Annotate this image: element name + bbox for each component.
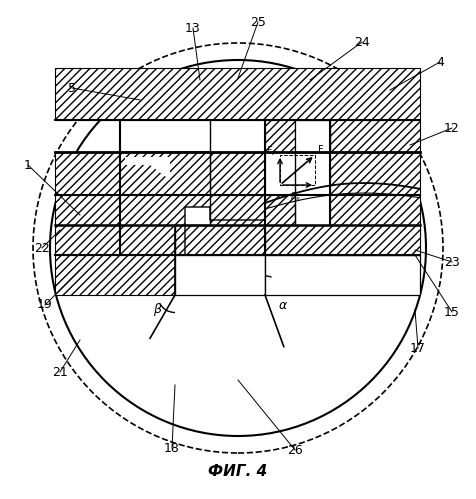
Text: $F_y$: $F_y$: [266, 144, 277, 158]
Text: ФИГ. 4: ФИГ. 4: [208, 465, 268, 480]
Text: 12: 12: [444, 121, 460, 135]
Text: 25: 25: [250, 15, 266, 28]
Text: 5: 5: [68, 81, 76, 94]
Polygon shape: [120, 152, 265, 255]
Polygon shape: [295, 120, 330, 152]
Text: 17: 17: [410, 341, 426, 354]
Text: β: β: [153, 303, 161, 316]
Polygon shape: [125, 157, 170, 180]
Polygon shape: [210, 152, 265, 195]
Polygon shape: [55, 68, 420, 120]
Circle shape: [50, 60, 426, 436]
Polygon shape: [330, 120, 420, 255]
Text: 22: 22: [34, 242, 50, 254]
Text: 23: 23: [444, 255, 460, 268]
Text: 24: 24: [354, 35, 370, 48]
Polygon shape: [210, 195, 295, 225]
Text: α: α: [279, 299, 287, 312]
Text: 15: 15: [444, 305, 460, 318]
Text: 21: 21: [52, 365, 68, 379]
Text: 18: 18: [164, 442, 180, 455]
Text: F: F: [318, 145, 324, 155]
Polygon shape: [265, 225, 420, 255]
Polygon shape: [265, 255, 420, 295]
Text: 26: 26: [287, 444, 303, 457]
Polygon shape: [55, 255, 175, 295]
Polygon shape: [55, 152, 120, 225]
Polygon shape: [265, 120, 295, 152]
Polygon shape: [175, 255, 265, 295]
Text: 19: 19: [37, 298, 53, 311]
Text: 4: 4: [436, 55, 444, 68]
Polygon shape: [55, 225, 175, 255]
Text: 13: 13: [185, 21, 201, 34]
Polygon shape: [175, 225, 265, 255]
Text: $F_x$: $F_x$: [290, 190, 301, 203]
Text: 1: 1: [24, 159, 32, 172]
